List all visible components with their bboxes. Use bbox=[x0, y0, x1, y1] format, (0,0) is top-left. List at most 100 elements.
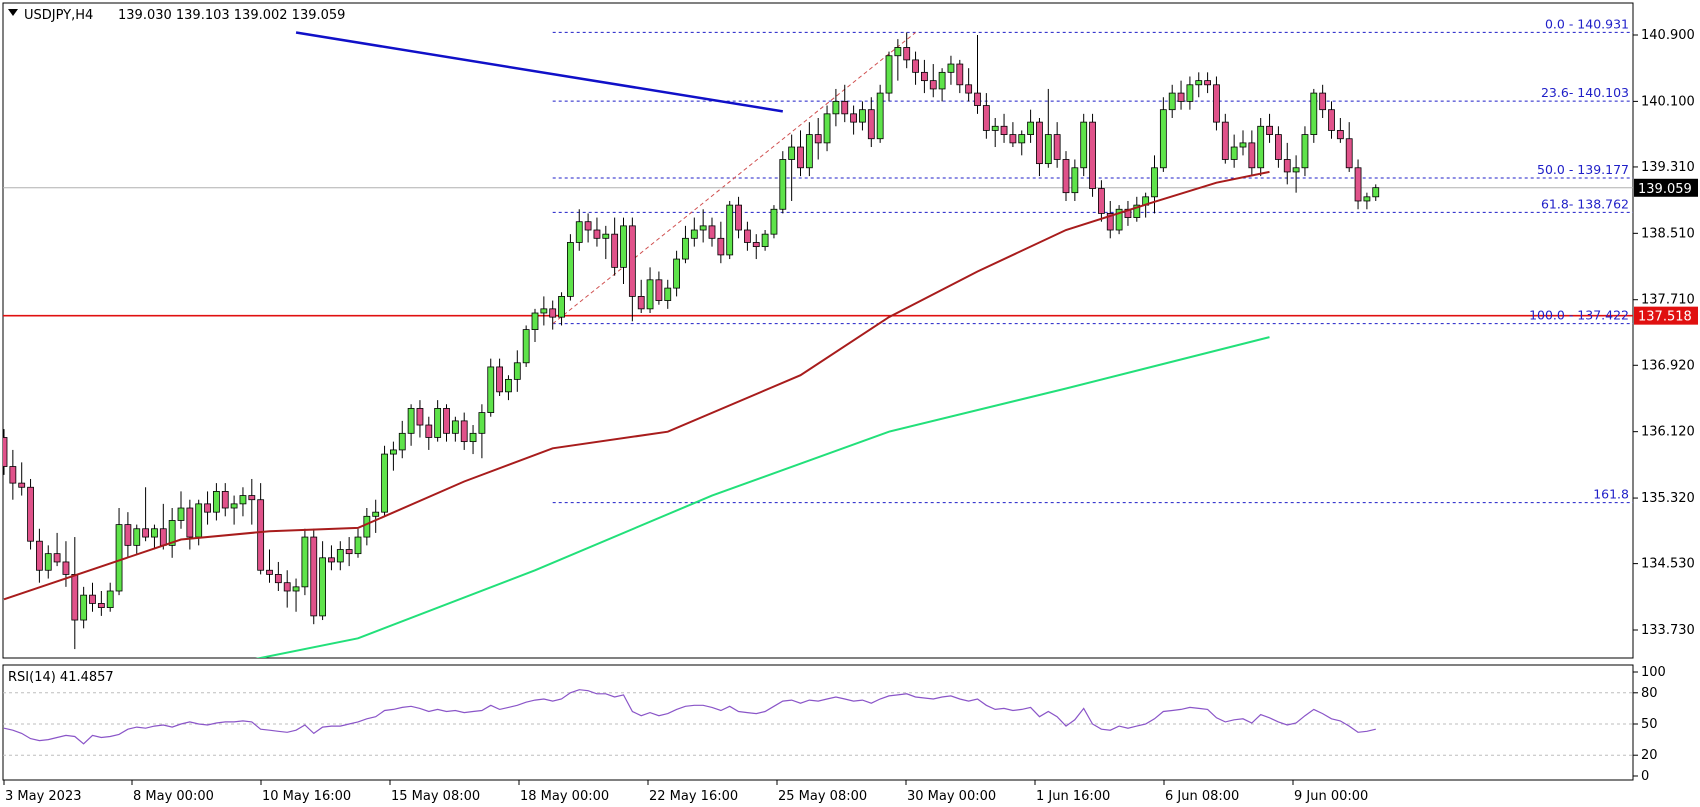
bearish-candle-body bbox=[9, 466, 17, 484]
candle bbox=[991, 117, 999, 148]
bullish-candle-body bbox=[1071, 167, 1079, 194]
candle bbox=[1221, 113, 1229, 164]
candle bbox=[328, 545, 335, 571]
bullish-candle-body bbox=[779, 159, 787, 210]
fib-level-label: 100.0 - 137.422 bbox=[1529, 308, 1629, 323]
bearish-candle-body bbox=[628, 225, 636, 297]
bearish-candle-body bbox=[1089, 121, 1096, 189]
price-tick-label: 135.320 bbox=[1641, 491, 1695, 506]
candle bbox=[1213, 76, 1220, 131]
candle bbox=[1301, 126, 1309, 177]
candle bbox=[336, 541, 344, 571]
bearish-candle-body bbox=[1177, 92, 1185, 102]
candle bbox=[230, 495, 238, 525]
rsi-tick-label: 100 bbox=[1641, 665, 1666, 680]
bearish-candle-body bbox=[912, 59, 919, 73]
price-tick-label: 140.100 bbox=[1641, 94, 1695, 109]
candle bbox=[974, 35, 981, 114]
candle bbox=[921, 59, 928, 94]
candle bbox=[593, 217, 601, 247]
candle bbox=[779, 151, 787, 214]
candle bbox=[124, 512, 132, 558]
moving-averages bbox=[3, 170, 1270, 658]
candle bbox=[1275, 126, 1282, 168]
candle bbox=[398, 420, 406, 459]
bullish-candle-body bbox=[1195, 80, 1203, 86]
bullish-candle-body bbox=[602, 233, 610, 239]
candle bbox=[248, 478, 256, 525]
trendline-layer bbox=[295, 31, 783, 113]
candle bbox=[292, 578, 300, 612]
candle bbox=[204, 491, 211, 525]
bullish-candle-body bbox=[151, 528, 158, 538]
bearish-candle-body bbox=[274, 574, 282, 584]
descending-trendline bbox=[295, 31, 783, 113]
candle bbox=[354, 528, 362, 558]
bullish-candle-body bbox=[673, 258, 680, 289]
bullish-candle-body bbox=[859, 109, 866, 123]
bullish-candle-body bbox=[1186, 84, 1194, 102]
candle bbox=[1266, 113, 1273, 143]
candle bbox=[770, 205, 778, 239]
candle bbox=[1036, 117, 1043, 177]
candle bbox=[36, 528, 43, 583]
candle bbox=[549, 300, 557, 330]
rsi-tick-label: 50 bbox=[1641, 717, 1658, 732]
bearish-candle-body bbox=[797, 146, 804, 169]
candle bbox=[673, 250, 680, 297]
bearish-candle-body bbox=[248, 495, 256, 501]
candle bbox=[761, 230, 769, 251]
candle bbox=[257, 483, 265, 575]
candle bbox=[717, 221, 725, 264]
bullish-candle-body bbox=[363, 515, 371, 538]
rsi-plot-frame bbox=[2, 664, 1634, 781]
candle bbox=[177, 491, 185, 529]
candle bbox=[744, 221, 751, 251]
bullish-candle-body bbox=[558, 296, 565, 318]
candle bbox=[1354, 159, 1362, 210]
candle bbox=[1195, 72, 1203, 98]
bearish-candle-body bbox=[266, 569, 273, 575]
bearish-candle-body bbox=[53, 553, 61, 563]
candle bbox=[1257, 117, 1265, 177]
candle bbox=[788, 134, 796, 201]
ohlc-values: 139.030 139.103 139.002 139.059 bbox=[118, 8, 345, 23]
candle bbox=[690, 217, 698, 247]
candle bbox=[186, 499, 194, 550]
candle bbox=[1239, 130, 1247, 156]
price-tick-label: 133.730 bbox=[1641, 623, 1695, 638]
bearish-candle-body bbox=[283, 582, 291, 592]
bullish-candle-body bbox=[1159, 109, 1167, 169]
fib-anchor-line bbox=[552, 32, 916, 325]
bullish-candle-body bbox=[1018, 134, 1026, 144]
bearish-candle-body bbox=[425, 424, 433, 438]
candle bbox=[1080, 113, 1088, 177]
bearish-candle-body bbox=[814, 134, 822, 144]
bullish-candle-body bbox=[1301, 134, 1309, 169]
bullish-candle-body bbox=[177, 507, 185, 521]
time-tick-label: 3 May 2023 bbox=[5, 789, 82, 804]
bearish-candle-body bbox=[496, 366, 504, 393]
bearish-candle-body bbox=[611, 233, 619, 268]
bearish-candle-body bbox=[1328, 109, 1335, 131]
time-tick-label: 1 Jun 16:00 bbox=[1036, 789, 1110, 804]
candle bbox=[637, 279, 645, 313]
candle bbox=[9, 449, 17, 500]
candle bbox=[372, 499, 380, 533]
bullish-candle-body bbox=[894, 47, 902, 57]
price-tick-label: 140.900 bbox=[1641, 28, 1695, 43]
bearish-candle-body bbox=[717, 237, 725, 256]
fib-level-label: 0.0 - 140.931 bbox=[1545, 16, 1629, 31]
bearish-candle-body bbox=[903, 47, 911, 61]
bullish-candle-body bbox=[522, 329, 530, 364]
bullish-candle-body bbox=[938, 71, 946, 90]
fibonacci-labels: 0.0 - 140.931 23.6- 140.103 50.0 - 139.177… bbox=[1529, 16, 1629, 501]
bullish-candle-body bbox=[1115, 208, 1123, 231]
bullish-candle-body bbox=[336, 549, 344, 563]
collapse-triangle-icon[interactable] bbox=[8, 9, 18, 16]
current-price-tag-bg bbox=[1634, 178, 1698, 197]
bearish-candle-body bbox=[965, 84, 973, 94]
time-tick-label: 30 May 00:00 bbox=[907, 789, 996, 804]
bearish-candle-body bbox=[1336, 130, 1344, 140]
candle bbox=[496, 358, 504, 396]
